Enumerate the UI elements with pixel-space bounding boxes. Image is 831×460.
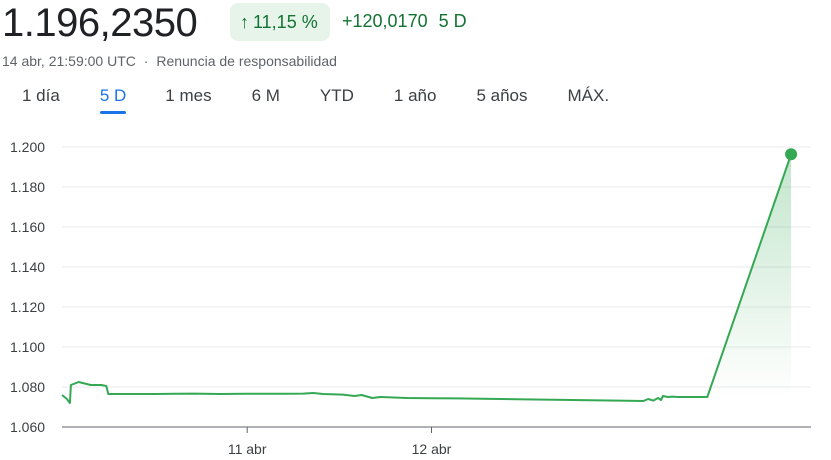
absolute-change: +120,0170 5 D [342,11,467,32]
y-tick-label: 1.100 [10,339,45,355]
change-period: 5 D [438,11,467,31]
y-tick-label: 1.160 [10,219,45,235]
chart-gridlines [62,146,811,428]
percent-change-value: 11,15 % [253,11,318,32]
disclaimer-link[interactable]: Renuncia de responsabilidad [156,53,337,69]
quote-meta: 14 abr, 21:59:00 UTC · Renuncia de respo… [2,53,337,69]
x-axis-ticks: 11 abr 12 abr [228,427,452,457]
y-tick-label: 1.200 [10,139,45,155]
y-tick-label: 1.060 [10,419,45,435]
tab-5-days[interactable]: 5 D [99,86,127,114]
y-tick-label: 1.120 [10,299,45,315]
percent-change-badge: ↑ 11,15 % [230,3,330,41]
y-tick-label: 1.140 [10,259,45,275]
arrow-up-icon: ↑ [240,12,249,32]
current-price: 1.196,2350 [2,1,198,45]
tab-1-month[interactable]: 1 mes [165,86,212,105]
y-tick-label: 1.080 [10,379,45,395]
absolute-change-value: +120,0170 [342,11,428,31]
tab-1-year[interactable]: 1 año [393,86,437,105]
x-tick-label: 11 abr [228,441,267,457]
tab-6-months[interactable]: 6 M [251,86,280,105]
x-tick-label: 12 abr [412,441,452,457]
price-line [61,153,793,404]
tab-1-day[interactable]: 1 día [22,86,60,105]
tab-max[interactable]: MÁX. [567,86,610,105]
range-tabs: 1 día 5 D 1 mes 6 M YTD 1 año 5 años MÁX… [22,86,610,114]
last-price-marker [785,148,798,161]
tab-5-years[interactable]: 5 años [476,86,528,105]
price-chart[interactable]: 1.200 1.180 1.160 1.140 1.120 1.100 1.080 1.060… [0,125,831,460]
tab-ytd[interactable]: YTD [319,86,354,105]
y-tick-label: 1.180 [10,179,45,195]
meta-separator: · [143,53,149,69]
quote-header: 1.196,2350 ↑ 11,15 % +120,0170 5 D [2,0,831,48]
y-axis-ticks: 1.200 1.180 1.160 1.140 1.120 1.100 1.080 1.060 [10,139,45,435]
timestamp: 14 abr, 21:59:00 UTC [2,53,136,69]
